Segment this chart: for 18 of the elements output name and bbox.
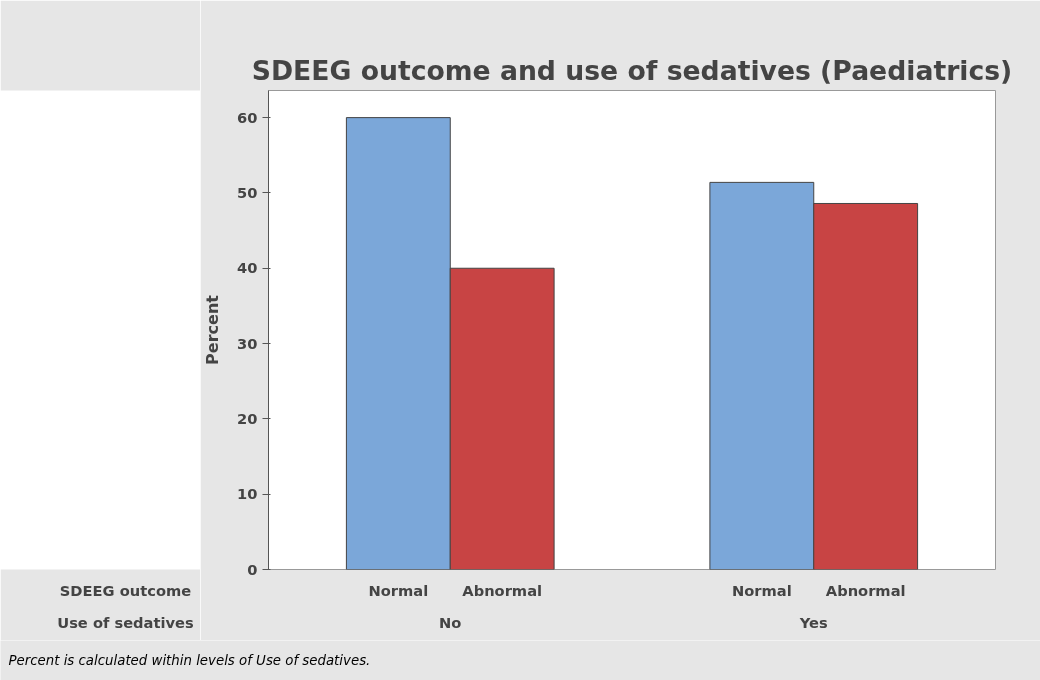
y-tick-label: 0 <box>247 560 258 578</box>
chart-title: SDEEG outcome and use of sedatives (Paediatrics) <box>251 54 1013 86</box>
text: Percent is calculated within levels of Use of sedatives. <box>8 653 371 668</box>
y-tick-label: 20 <box>237 409 258 427</box>
series-label: Normal <box>368 581 429 599</box>
y-tick-label: 40 <box>237 259 258 277</box>
text: Normal <box>731 581 792 599</box>
x-axis-title: Use of sedatives <box>57 613 195 631</box>
y-tick-label: 60 <box>237 108 258 126</box>
y-axis-title: Percent <box>203 294 223 365</box>
y-tick-label: 30 <box>237 334 258 352</box>
x-tick-label: Yes <box>798 613 828 631</box>
y-tick-label: 10 <box>237 485 258 503</box>
x-tick-label: No <box>439 613 462 631</box>
text: Abnormal <box>825 581 906 599</box>
series-label: Abnormal <box>462 581 543 599</box>
legend-title: SDEEG outcome <box>59 581 192 599</box>
y-tick-label: 50 <box>237 183 258 201</box>
